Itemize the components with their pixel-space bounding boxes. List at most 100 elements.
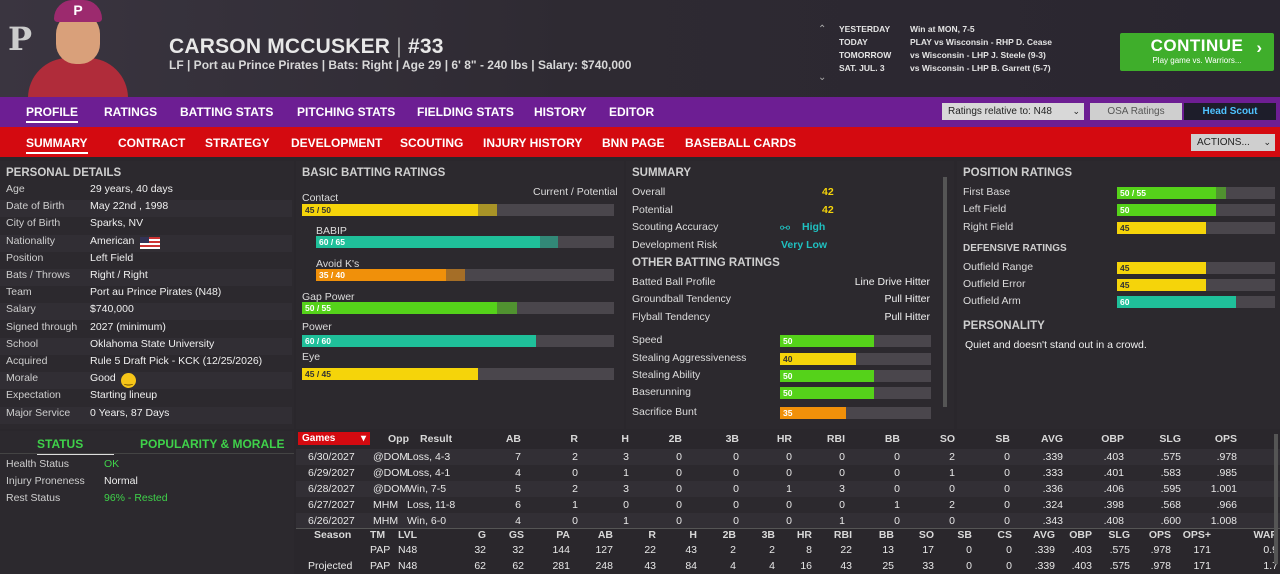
detail-row: Morale Good ‿ <box>0 372 292 390</box>
season-header[interactable]: SB <box>957 529 972 541</box>
season-header[interactable]: SLG <box>1108 529 1130 541</box>
season-header[interactable]: OBP <box>1069 529 1092 541</box>
season-header[interactable]: AVG <box>1033 529 1055 541</box>
table-cell: .985 <box>1216 467 1237 479</box>
season-header[interactable]: Season <box>314 529 352 541</box>
season-header[interactable]: OPS+ <box>1182 529 1211 541</box>
column-header[interactable]: SB <box>995 433 1010 445</box>
table-cell: 2 <box>949 451 955 463</box>
speed-rating-label: Speed <box>632 334 663 346</box>
season-header[interactable]: 3B <box>761 529 775 541</box>
position-label: Right Field <box>963 221 1014 233</box>
season-header[interactable]: G <box>477 529 486 541</box>
season-header[interactable]: GS <box>508 529 524 541</box>
tab-fielding-stats[interactable]: FIELDING STATS <box>417 105 514 119</box>
season-header[interactable]: H <box>689 529 697 541</box>
season-header[interactable]: CS <box>997 529 1012 541</box>
column-header[interactable]: OPS <box>1214 433 1237 445</box>
column-header[interactable]: 2B <box>668 433 682 445</box>
season-header[interactable]: RBI <box>833 529 852 541</box>
summary-panel: SUMMARY OTHER BATTING RATINGS Overall 42 P… <box>626 161 954 429</box>
head-scout-button[interactable]: Head Scout <box>1184 103 1276 120</box>
season-header[interactable]: LVL <box>398 529 418 541</box>
season-header[interactable]: PA <box>556 529 570 541</box>
chevron-up-icon[interactable]: ⌃ <box>818 24 827 35</box>
tab-bnn-page[interactable]: BNN PAGE <box>602 136 665 150</box>
column-header[interactable]: BB <box>884 433 900 445</box>
tab-summary[interactable]: SUMMARY <box>26 136 88 154</box>
season-header[interactable]: BB <box>878 529 894 541</box>
tab-popularity-morale[interactable]: POPULARITY & MORALE <box>140 437 285 451</box>
table-row[interactable]: 6/26/2027 MHM Win, 6-0 4 0 1 0 0 0 1 0 0 0 .343 .408 .6… <box>296 513 1280 529</box>
schedule-value: PLAY vs Wisconsin - RHP D. Cease <box>910 37 1052 47</box>
detail-label: Bats / Throws <box>6 269 70 281</box>
season-header[interactable]: OPS <box>1148 529 1171 541</box>
table-cell: 0 <box>1004 451 1010 463</box>
table-row[interactable]: 6/29/2027 @DOM Loss, 4-1 4 0 1 0 0 0 0 0 1 0 .333 .401… <box>296 465 1280 481</box>
table-cell: .568 <box>1160 499 1181 511</box>
column-header[interactable]: H <box>621 433 629 445</box>
detail-row: Bats / Throws Right / Right <box>0 269 292 286</box>
table-row[interactable]: 6/30/2027 @DOM Loss, 4-3 7 2 3 0 0 0 0 0 2 0 .339 .403… <box>296 449 1280 465</box>
chevron-down-icon[interactable]: ⌄ <box>818 72 827 83</box>
season-header[interactable]: 2B <box>722 529 736 541</box>
tab-batting-stats[interactable]: BATTING STATS <box>180 105 274 119</box>
tab-development[interactable]: DEVELOPMENT <box>291 136 383 150</box>
position-ratings-title: POSITION RATINGS <box>963 167 1073 179</box>
column-header[interactable]: OBP <box>1101 433 1124 445</box>
column-header[interactable]: SLG <box>1159 433 1181 445</box>
tab-pitching-stats[interactable]: PITCHING STATS <box>297 105 396 119</box>
tab-editor[interactable]: EDITOR <box>609 105 655 119</box>
table-row[interactable]: 6/27/2027 MHM Loss, 11-8 6 1 0 0 0 0 0 1 2 0 .324 .398… <box>296 497 1280 513</box>
speed-rating-fill <box>780 335 875 347</box>
table-cell: 7 <box>515 451 521 463</box>
table-cell: 2 <box>572 483 578 495</box>
column-header[interactable]: AVG <box>1041 433 1063 445</box>
tab-baseball-cards[interactable]: BASEBALL CARDS <box>685 136 797 150</box>
detail-value: Good <box>90 372 116 385</box>
tab-ratings[interactable]: RATINGS <box>104 105 158 119</box>
season-header[interactable]: AB <box>597 529 613 541</box>
schedule-row: SAT. JUL. 3 vs Wisconsin - LHP B. Garrett… <box>818 63 1118 76</box>
tab-history[interactable]: HISTORY <box>534 105 587 119</box>
game-log-table: Games ▾ Opp Result AB R H 2B 3B HR RBI BB SO SB AVG OB… <box>296 430 1280 574</box>
actions-button[interactable]: ACTIONS... ⌄ <box>1191 134 1275 151</box>
table-cell: 0 <box>839 499 845 511</box>
tab-strategy[interactable]: STRATEGY <box>205 136 270 150</box>
season-header[interactable]: R <box>648 529 656 541</box>
continue-button[interactable]: CONTINUE Play game vs. Warriors... › <box>1120 33 1274 71</box>
position-bar: 50 <box>1117 204 1275 216</box>
rating-bar: 45 / 45 <box>302 368 614 380</box>
season-header[interactable]: TM <box>370 529 386 541</box>
season-cell: 32 <box>512 544 524 556</box>
column-header[interactable]: R <box>570 433 578 445</box>
table-cell: 6/28/2027 <box>308 483 355 495</box>
column-header[interactable]: HR <box>776 433 792 445</box>
tab-status[interactable]: STATUS <box>37 437 114 455</box>
column-header[interactable]: 3B <box>725 433 739 445</box>
tab-scouting[interactable]: SCOUTING <box>400 136 464 150</box>
ratings-relative-select[interactable]: Ratings relative to: N48 ⌄ <box>942 103 1084 120</box>
season-cell: 22 <box>644 544 656 556</box>
osa-ratings-button[interactable]: OSA Ratings <box>1090 103 1182 120</box>
column-header[interactable]: AB <box>505 433 521 445</box>
tab-injury-history[interactable]: INJURY HISTORY <box>483 136 583 150</box>
column-header[interactable]: SO <box>939 433 955 445</box>
column-header[interactable]: Result <box>420 433 453 445</box>
detail-value: Starting lineup <box>90 389 158 402</box>
games-select[interactable]: Games ▾ <box>298 432 370 445</box>
summary-label: Overall <box>632 186 666 198</box>
tab-contract[interactable]: CONTRACT <box>118 136 186 150</box>
season-header[interactable]: SO <box>918 529 934 541</box>
table-row[interactable]: 6/28/2027 @DOM Win, 7-5 5 2 3 0 0 1 3 0 0 0 .336 .406.… <box>296 481 1280 497</box>
speed-rating-bar: 40 <box>780 353 931 365</box>
summary-scrollbar[interactable] <box>943 177 947 407</box>
season-header[interactable]: WAR <box>1253 529 1279 541</box>
season-header[interactable]: HR <box>796 529 812 541</box>
column-header[interactable]: Opp <box>388 433 409 445</box>
speed-rating-value: 50 <box>783 371 793 381</box>
table-cell: 0 <box>1004 499 1010 511</box>
column-header[interactable]: RBI <box>826 433 845 445</box>
tab-profile[interactable]: PROFILE <box>26 105 79 123</box>
table-scrollbar[interactable] <box>1274 434 1278 564</box>
